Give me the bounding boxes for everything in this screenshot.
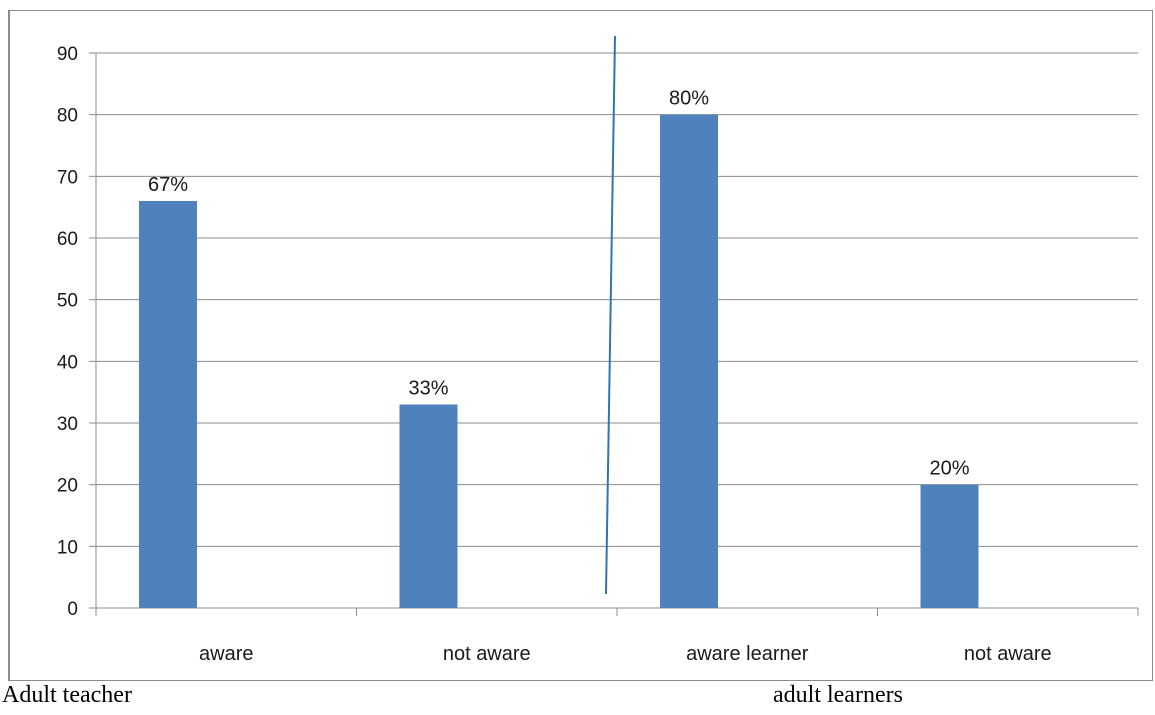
- y-tick-label: 20: [57, 476, 78, 497]
- x-category-label: aware: [199, 643, 253, 665]
- y-tick-label: 0: [67, 599, 78, 620]
- caption-adult-teacher: Adult teacher: [2, 682, 132, 708]
- y-tick-label: 80: [57, 106, 78, 127]
- x-category-label: not aware: [964, 643, 1052, 665]
- data-label: 80%: [669, 88, 709, 110]
- caption-adult-learners: adult learners: [773, 682, 903, 708]
- bars: [139, 114, 979, 609]
- x-category-label: aware learner: [686, 643, 809, 665]
- data-label: 20%: [929, 458, 969, 480]
- bar: [399, 404, 458, 608]
- y-tick-label: 50: [57, 291, 78, 312]
- y-tick-label: 60: [57, 229, 78, 250]
- bar: [139, 201, 197, 608]
- data-label: 33%: [408, 378, 448, 400]
- gridlines: [96, 52, 1138, 547]
- group-divider-line: [605, 35, 616, 595]
- x-category-label: not aware: [443, 643, 531, 665]
- bar: [920, 484, 979, 608]
- group-divider: [605, 35, 616, 595]
- y-tick-label: 40: [57, 352, 78, 373]
- axes: 0 10 20 30 40 50 60 70 80 90 aware not aware aware l…: [57, 44, 1139, 665]
- data-label: 67%: [148, 174, 188, 196]
- y-tick-label: 70: [57, 167, 78, 188]
- bar: [660, 114, 718, 609]
- data-labels: 67% 33% 80% 20%: [148, 88, 970, 480]
- y-tick-label: 90: [57, 44, 78, 65]
- y-tick-label: 10: [57, 537, 78, 558]
- y-tick-label: 30: [57, 414, 78, 435]
